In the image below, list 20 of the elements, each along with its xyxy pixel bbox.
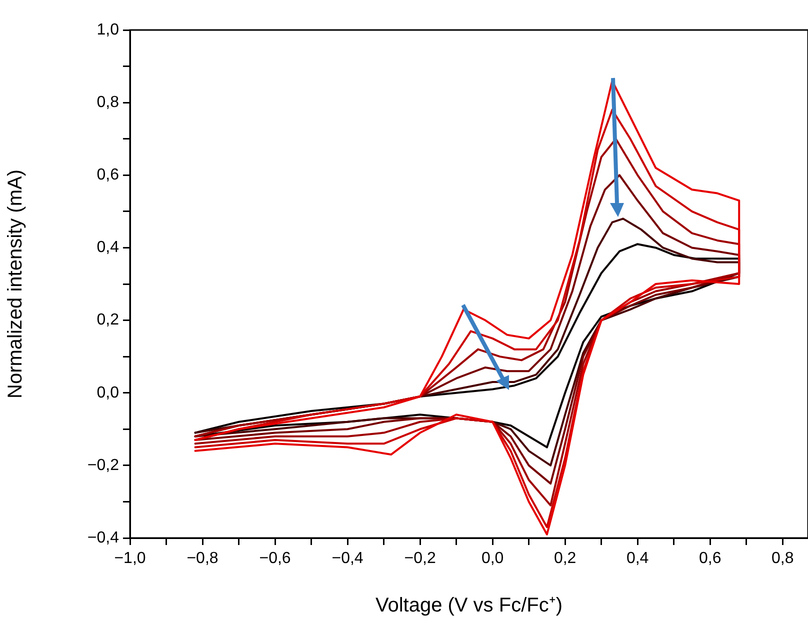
y-tick-label: 0,0 bbox=[96, 384, 120, 402]
y-tick-label: −0,4 bbox=[87, 529, 120, 546]
x-tick-label: 0,6 bbox=[698, 550, 722, 568]
x-tick-label: −0,2 bbox=[404, 550, 436, 568]
x-tick-label: 0,0 bbox=[481, 550, 504, 568]
y-tick-label: 0,8 bbox=[96, 94, 120, 111]
y-tick-label: 1,0 bbox=[96, 21, 120, 38]
x-tick-label: 0,4 bbox=[626, 550, 649, 568]
y-axis-title: Normalized intensity (mA) bbox=[4, 170, 27, 398]
x-tick-label: −0,8 bbox=[186, 550, 218, 568]
x-tick-label: −1,0 bbox=[114, 550, 146, 568]
x-axis-title: Voltage (V vs Fc/Fc⁺) bbox=[375, 594, 563, 617]
x-tick-label: 0,2 bbox=[554, 550, 576, 568]
y-tick-label: −0,2 bbox=[87, 456, 120, 474]
x-tick-label: −0,4 bbox=[332, 550, 364, 568]
y-tick-label: 0,6 bbox=[96, 166, 120, 184]
x-tick-label: −0,6 bbox=[259, 550, 291, 568]
y-tick-label: 0,4 bbox=[96, 239, 120, 256]
x-tick-label: 0,8 bbox=[771, 550, 794, 568]
y-tick-label: 0,2 bbox=[96, 312, 120, 329]
